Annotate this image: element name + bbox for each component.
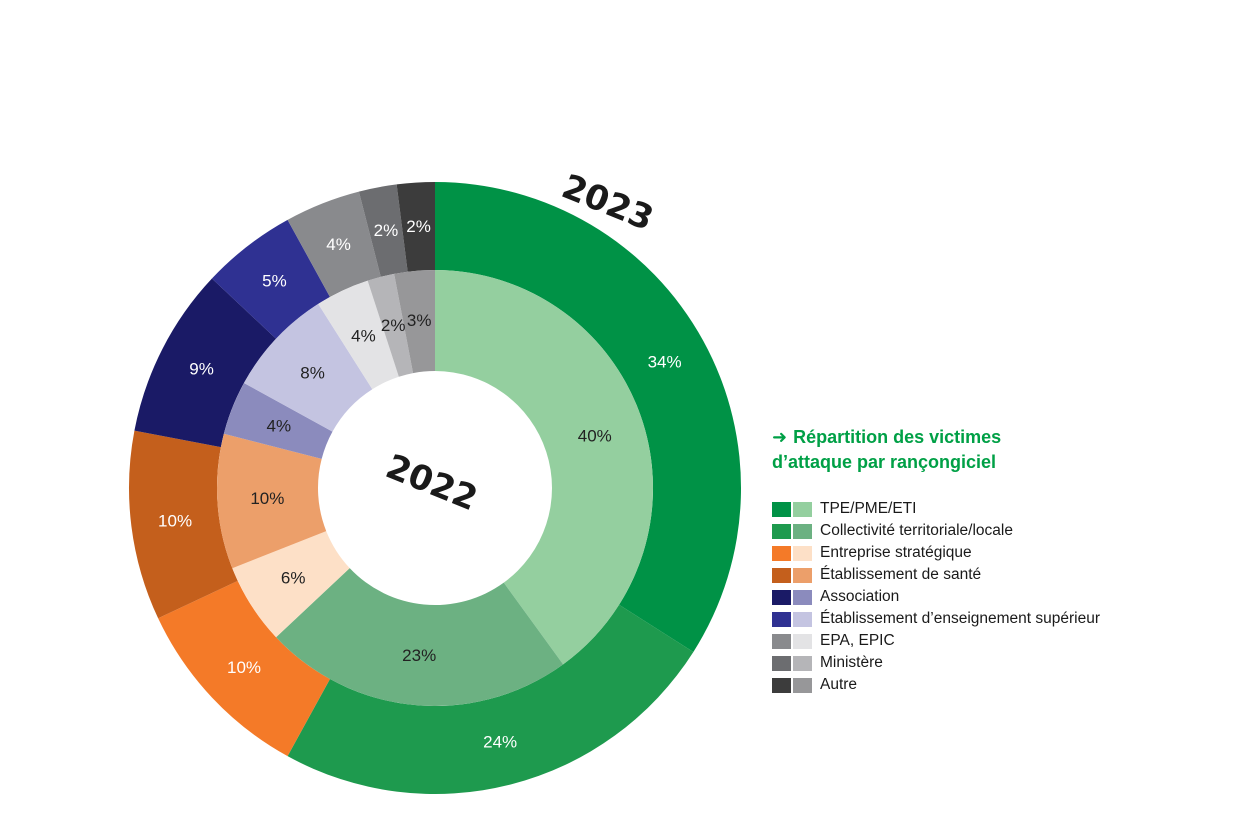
legend-label: EPA, EPIC [820,632,895,649]
slice-2022-7 [318,280,399,390]
inner-ring-2022 [217,270,654,706]
slice-2023-1 [435,182,741,652]
slice-2022-9 [394,270,435,374]
legend-swatch-2023 [772,677,791,693]
legend-label: TPE/PME/ETI [820,500,917,517]
legend-label: Ministère [820,654,883,671]
legend-title-line1: Répartition des victimes [793,427,1002,447]
slice-label-2022-8: 2% [381,316,406,335]
slice-2023-7 [287,191,381,297]
legend-swatch-2022 [793,677,812,693]
legend-swatch-2022 [793,589,812,605]
slice-2022-3 [232,531,350,638]
legend-item: Entreprise stratégique [772,542,1100,564]
legend-swatch-2022 [793,611,812,627]
legend-item: TPE/PME/ETI [772,498,1100,520]
legend-title: ➜ Répartition des victimes d’attaque par … [772,425,1102,475]
slice-2022-6 [243,303,373,432]
slice-2023-2 [287,604,694,794]
slice-label-2023-7: 4% [326,235,351,254]
legend-item: Établissement d’enseignement supérieur [772,608,1100,630]
slice-2023-8 [358,184,408,277]
legend-label: Autre [820,676,858,693]
legend-swatch-2022 [793,501,812,517]
legend-item: Ministère [772,652,1100,674]
slice-label-2022-3: 6% [281,569,306,588]
slice-label-2023-6: 5% [262,271,287,290]
legend: TPE/PME/ETI Collectivité territoriale/loc… [772,498,1100,696]
slice-2022-1 [435,270,654,665]
slice-label-2022-5: 4% [267,417,292,436]
slice-2022-2 [276,568,564,706]
legend-swatch-2023 [772,611,791,627]
slice-label-2022-2: 23% [402,646,436,665]
legend-item: Autre [772,674,1100,696]
slice-2023-3 [158,580,330,757]
legend-label: Établissement d’enseignement supérieur [820,610,1101,627]
legend-item: EPA, EPIC [772,630,1100,652]
slice-label-2022-9: 3% [407,311,432,330]
legend-swatch-2023 [772,589,791,605]
legend-swatch-2022 [793,523,812,539]
slice-2023-6 [211,219,330,339]
legend-swatch-2022 [793,655,812,671]
slice-label-2022-6: 8% [300,363,325,382]
legend-title-line2: d’attaque par rançongiciel [772,452,997,472]
slice-2022-5 [223,382,333,459]
slice-label-2023-2: 24% [483,732,517,751]
slice-label-2023-3: 10% [227,658,261,677]
legend-swatch-2022 [793,545,812,561]
slice-label-2023-9: 2% [406,217,431,236]
slice-labels: 34% 24% 10% 10% 9% 5% 4% 2% 2% 40% 23% 6% 10% 4% 8% 4% 2… [158,217,682,751]
legend-swatch-2022 [793,567,812,583]
slice-label-2023-1: 34% [648,352,682,371]
legend-swatch-2023 [772,633,791,649]
legend-swatch-2022 [793,633,812,649]
slice-label-2023-8: 2% [374,221,399,240]
legend-item: Établissement de santé [772,564,1100,586]
ring-label-2022: 2022 [380,447,483,520]
slice-2023-5 [134,278,277,448]
slice-label-2023-4: 10% [158,511,192,530]
slice-label-2023-5: 9% [189,360,214,379]
legend-label: Entreprise stratégique [820,544,972,561]
legend-swatch-2023 [772,523,791,539]
legend-swatch-2023 [772,545,791,561]
legend-label: Collectivité territoriale/locale [820,522,1013,539]
slice-2022-4 [217,433,327,569]
slice-label-2022-7: 4% [351,326,376,345]
slice-2023-4 [129,430,238,619]
legend-item: Association [772,586,1100,608]
legend-label: Association [820,588,900,605]
legend-swatch-2023 [772,567,791,583]
legend-label: Établissement de santé [820,566,982,583]
outer-ring-2023 [129,182,741,794]
legend-item: Collectivité territoriale/locale [772,520,1100,542]
slice-2023-9 [396,182,435,272]
slice-label-2022-4: 10% [250,489,284,508]
slice-label-2022-1: 40% [578,427,612,446]
legend-swatch-2023 [772,501,791,517]
legend-swatch-2023 [772,655,791,671]
slice-2022-8 [367,273,414,377]
arrow-icon: ➜ [772,427,788,447]
